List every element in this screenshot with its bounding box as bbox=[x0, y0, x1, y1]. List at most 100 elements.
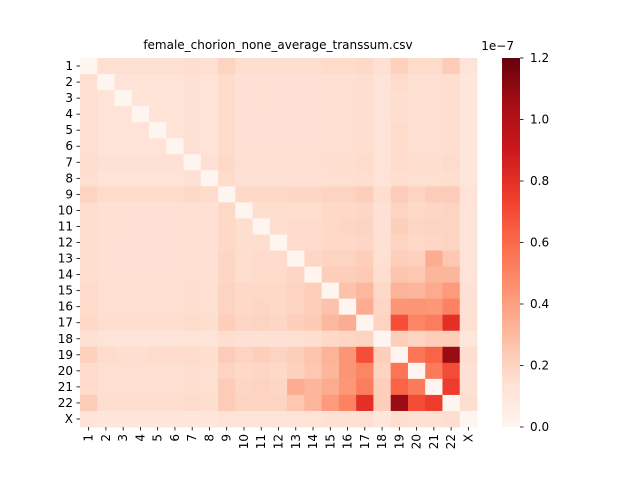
heatmap-cell-6-7 bbox=[183, 138, 202, 155]
heatmap-cell-X-15 bbox=[321, 410, 340, 428]
x-tick-label: 7 bbox=[185, 434, 199, 442]
heatmap-cell-3-22 bbox=[442, 90, 461, 107]
colorbar: 0.0 0.2 0.4 0.6 0.8 1.0 1.2 1e−7 bbox=[481, 39, 549, 434]
heatmap-cell-11-11 bbox=[252, 218, 271, 235]
heatmap-cell-17-7 bbox=[183, 314, 202, 332]
heatmap-cell-18-12 bbox=[269, 330, 288, 348]
heatmap-cell-16-8 bbox=[200, 298, 219, 316]
heatmap-cell-3-17 bbox=[356, 90, 374, 107]
heatmap-cell-16-21 bbox=[425, 298, 443, 316]
heatmap-cell-5-19 bbox=[390, 122, 409, 139]
heatmap-cell-4-5 bbox=[149, 106, 167, 123]
heatmap-cell-20-1 bbox=[80, 362, 98, 380]
heatmap-cell-8-16 bbox=[338, 170, 357, 187]
heatmap-cell-7-22 bbox=[442, 154, 461, 171]
heatmap-cell-13-8 bbox=[200, 250, 219, 267]
heatmap-cell-3-19 bbox=[390, 90, 409, 107]
heatmap-cell-15-4 bbox=[131, 282, 150, 300]
heatmap-cell-5-12 bbox=[269, 122, 288, 139]
heatmap-cell-22-9 bbox=[218, 394, 236, 412]
heatmap-cell-8-14 bbox=[304, 170, 323, 187]
heatmap-cell-5-10 bbox=[235, 122, 254, 139]
heatmap-cell-14-17 bbox=[356, 266, 374, 284]
heatmap-cell-16-10 bbox=[235, 298, 254, 316]
heatmap-cell-10-11 bbox=[252, 202, 271, 219]
heatmap-cell-16-17 bbox=[356, 298, 374, 316]
x-tick-label: 4 bbox=[133, 434, 147, 442]
heatmap-cell-9-16 bbox=[338, 186, 357, 203]
heatmap-cell-18-15 bbox=[321, 330, 340, 348]
heatmap-cell-3-14 bbox=[304, 90, 323, 107]
heatmap-cell-4-8 bbox=[200, 106, 219, 123]
heatmap-cell-13-4 bbox=[131, 250, 150, 267]
heatmap-cell-11-19 bbox=[390, 218, 409, 235]
heatmap-cell-17-14 bbox=[304, 314, 323, 332]
heatmap-cell-7-8 bbox=[200, 154, 219, 171]
y-tick-label: 10 bbox=[58, 203, 73, 217]
heatmap-cell-1-8 bbox=[200, 58, 219, 75]
heatmap-cell-10-9 bbox=[218, 202, 236, 219]
heatmap-cell-9-1 bbox=[80, 186, 98, 203]
heatmap-cell-11-6 bbox=[166, 218, 184, 235]
heatmap-cell-9-20 bbox=[407, 186, 426, 203]
heatmap-cell-9-2 bbox=[97, 186, 115, 203]
heatmap-cell-6-13 bbox=[287, 138, 305, 155]
heatmap-cell-18-7 bbox=[183, 330, 202, 348]
heatmap-cell-6-21 bbox=[425, 138, 443, 155]
heatmap-cell-4-11 bbox=[252, 106, 271, 123]
heatmap-cell-2-7 bbox=[183, 74, 202, 91]
heatmap-cell-7-16 bbox=[338, 154, 357, 171]
x-tick-label: 20 bbox=[410, 434, 424, 449]
x-tick-label: 19 bbox=[392, 434, 406, 449]
x-tick-label: 9 bbox=[220, 434, 234, 442]
heatmap-cell-X-14 bbox=[304, 410, 323, 428]
heatmap-cell-1-18 bbox=[373, 58, 392, 75]
heatmap-cell-11-10 bbox=[235, 218, 254, 235]
heatmap-cell-X-20 bbox=[407, 410, 426, 428]
x-tick-label: 17 bbox=[358, 434, 372, 449]
heatmap-cell-14-11 bbox=[252, 266, 271, 284]
heatmap-cell-5-4 bbox=[131, 122, 150, 139]
heatmap-cell-21-4 bbox=[131, 378, 150, 396]
heatmap-cell-7-9 bbox=[218, 154, 236, 171]
heatmap-cell-2-3 bbox=[114, 74, 133, 91]
heatmap-cell-2-10 bbox=[235, 74, 254, 91]
heatmap-cell-X-22 bbox=[442, 410, 461, 428]
heatmap-cell-19-2 bbox=[97, 346, 115, 364]
heatmap-cell-X-5 bbox=[149, 410, 167, 428]
heatmap-cell-21-19 bbox=[390, 378, 409, 396]
heatmap-cell-5-17 bbox=[356, 122, 374, 139]
heatmap-cell-6-2 bbox=[97, 138, 115, 155]
heatmap-cell-19-1 bbox=[80, 346, 98, 364]
heatmap-cell-9-X bbox=[459, 186, 478, 203]
heatmap-cell-14-4 bbox=[131, 266, 150, 284]
heatmap-cell-12-5 bbox=[149, 234, 167, 251]
heatmap-cell-3-11 bbox=[252, 90, 271, 107]
heatmap-cell-10-6 bbox=[166, 202, 184, 219]
heatmap-cell-20-15 bbox=[321, 362, 340, 380]
heatmap-cell-19-22 bbox=[442, 346, 461, 364]
heatmap-cell-18-X bbox=[459, 330, 478, 348]
heatmap-cell-12-12 bbox=[269, 234, 288, 251]
heatmap-cell-10-12 bbox=[269, 202, 288, 219]
heatmap-cell-5-X bbox=[459, 122, 478, 139]
y-tick-label: 22 bbox=[58, 396, 73, 410]
heatmap-cell-15-X bbox=[459, 282, 478, 300]
heatmap-cell-6-3 bbox=[114, 138, 133, 155]
heatmap-cell-16-11 bbox=[252, 298, 271, 316]
heatmap-cell-14-15 bbox=[321, 266, 340, 284]
heatmap-cell-17-12 bbox=[269, 314, 288, 332]
heatmap-cell-7-20 bbox=[407, 154, 426, 171]
heatmap-cell-22-11 bbox=[252, 394, 271, 412]
heatmap-cell-12-22 bbox=[442, 234, 461, 251]
heatmap-cell-16-13 bbox=[287, 298, 305, 316]
y-tick-label: 20 bbox=[58, 364, 73, 378]
heatmap-cell-2-1 bbox=[80, 74, 98, 91]
heatmap-cell-21-22 bbox=[442, 378, 461, 396]
heatmap-cell-14-14 bbox=[304, 266, 323, 284]
heatmap-cell-4-12 bbox=[269, 106, 288, 123]
heatmap-cell-9-6 bbox=[166, 186, 184, 203]
heatmap-cell-16-7 bbox=[183, 298, 202, 316]
heatmap-cell-10-17 bbox=[356, 202, 374, 219]
heatmap-cell-8-21 bbox=[425, 170, 443, 187]
